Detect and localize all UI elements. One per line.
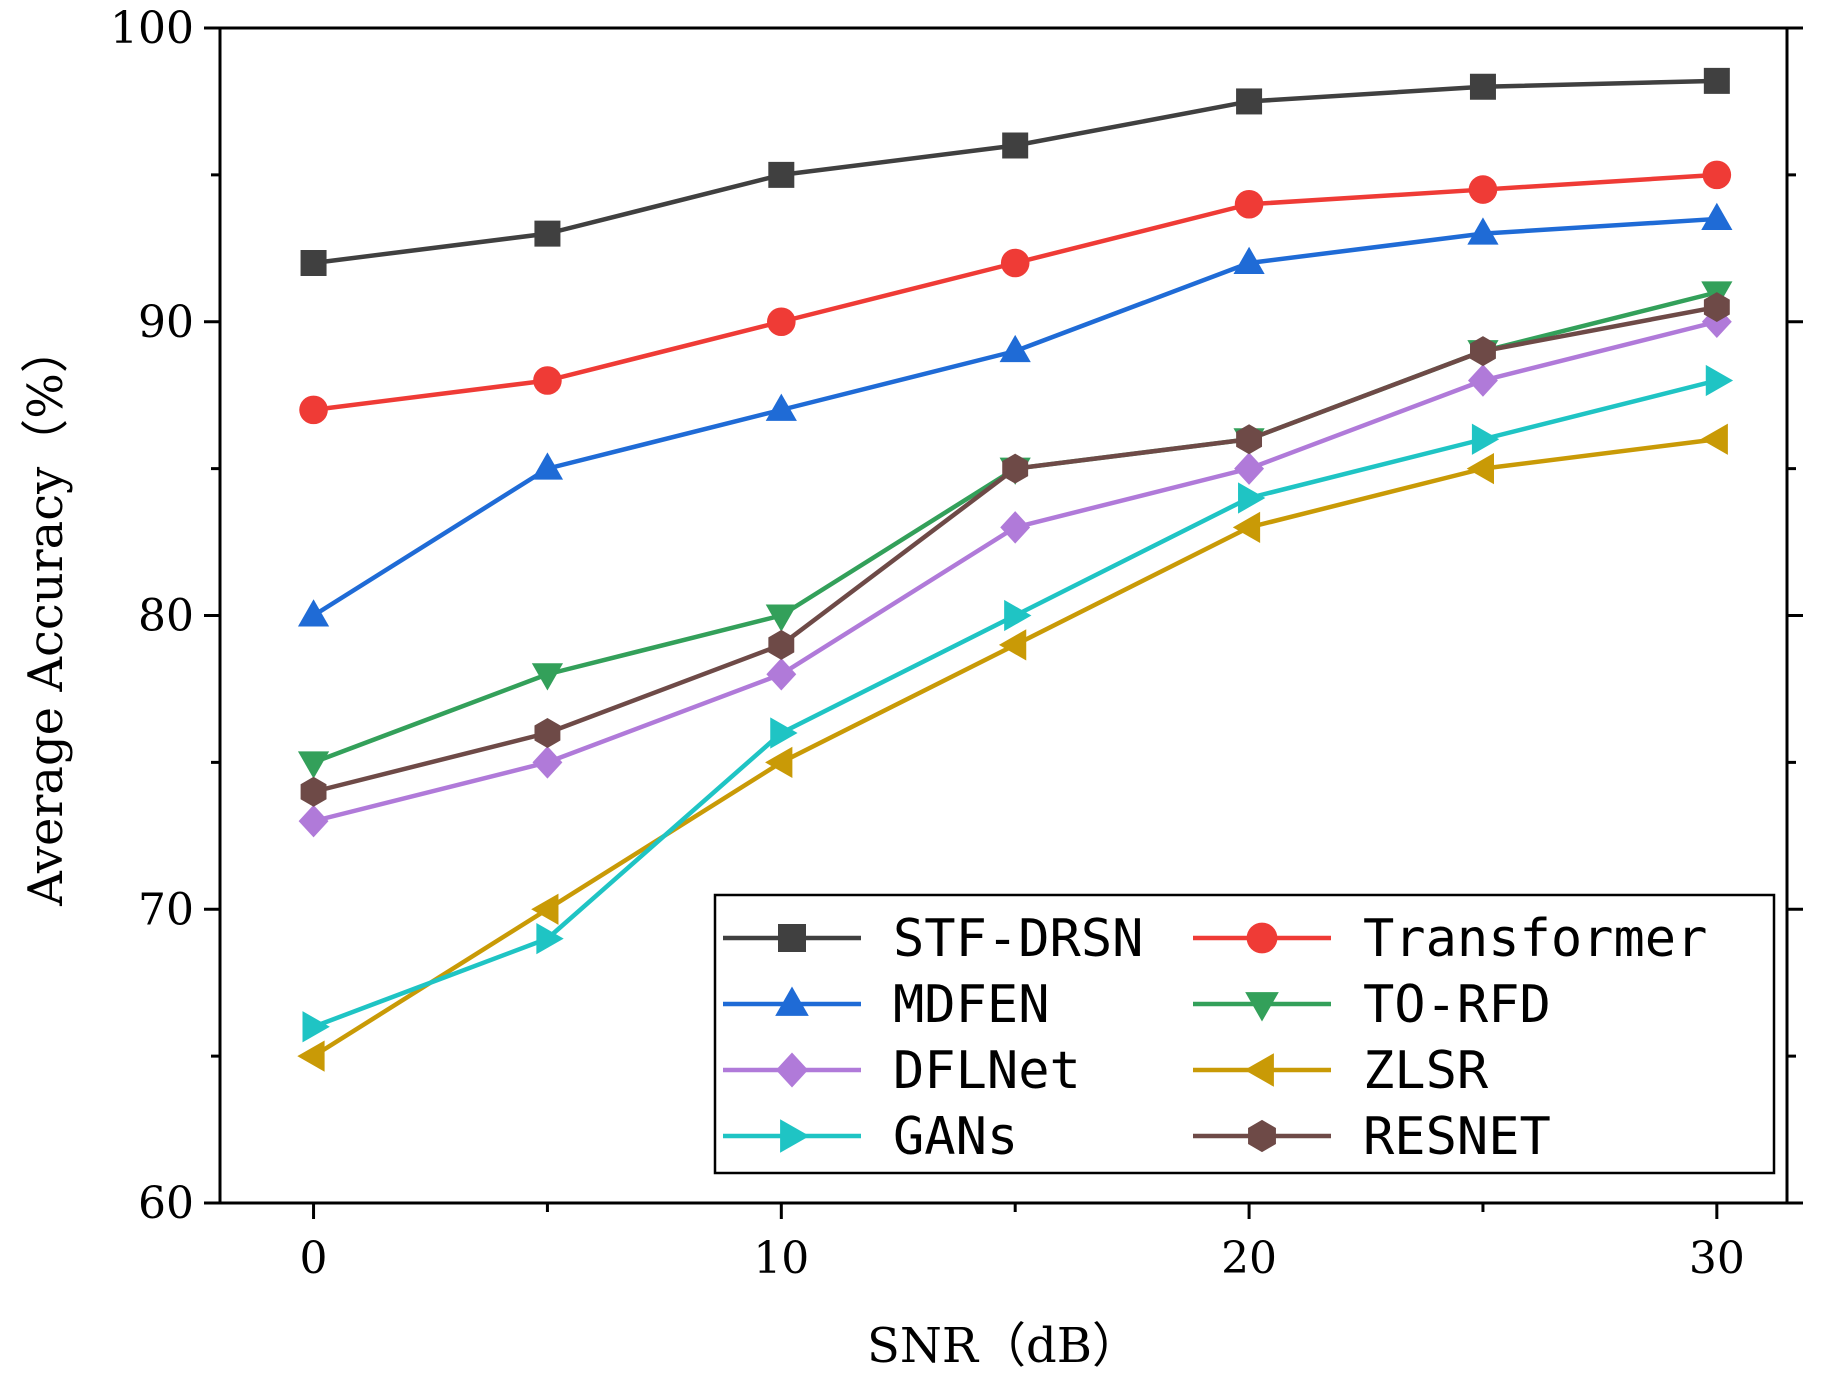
series-layer [297,67,1734,1072]
axis-tick-labels: 0 10 20 30 60 70 80 90 100 [110,3,1745,1284]
data-point-zlsr [998,629,1027,661]
legend-label-gans: GANs [893,1107,1018,1167]
data-point-mdfen [1233,246,1265,275]
data-point-gans [536,923,564,955]
legend-marker-stf-drsn [778,924,806,952]
x-tick-label: 20 [1221,1233,1277,1284]
data-point-mdfen [1467,217,1499,245]
legend-box [713,893,1776,1175]
series-stf-drsn [300,67,1730,276]
legend: STF-DRSN Transformer MDFEN TO-RFD DFLNet ZLSR… [713,893,1776,1175]
data-point-gans [302,1011,330,1043]
legend-marker-dflnet [775,1052,809,1088]
legend-marker-resnet [1248,1119,1276,1153]
legend-item-transformer: Transformer [1193,909,1707,969]
y-tick-label: 80 [138,591,194,642]
series-resnet [300,292,1730,807]
axis-ticks [204,26,1803,1219]
data-point-transformer [299,395,328,425]
y-tick-label: 60 [138,1178,194,1229]
data-point-dflnet [1234,452,1265,485]
legend-item-to-rfd: TO-RFD [1193,975,1551,1035]
legend-marker-zlsr [1244,1053,1274,1087]
data-point-zlsr [531,893,559,925]
data-point-to-rfd [531,663,564,691]
y-tick-label: 90 [138,297,194,348]
data-point-mdfen [765,393,797,421]
legend-label-resnet: RESNET [1363,1107,1551,1167]
legend-marker-mdfen [775,986,809,1016]
data-point-transformer [533,366,562,395]
legend-label-stf-drsn: STF-DRSN [893,909,1143,969]
legend-item-resnet: RESNET [1193,1107,1551,1167]
legend-label-zlsr: ZLSR [1363,1041,1489,1101]
data-point-zlsr [297,1040,325,1072]
legend-label-mdfen: MDFEN [893,975,1050,1035]
data-point-resnet [1703,292,1730,323]
data-point-transformer [767,307,796,337]
x-axis-title: SNR（dB） [867,1318,1140,1374]
data-point-to-rfd [765,604,797,632]
data-point-stf-drsn [1002,132,1029,159]
data-point-transformer [1468,175,1498,204]
data-point-zlsr [1700,423,1728,455]
legend-marker-gans [780,1119,810,1153]
data-point-to-rfd [297,751,330,779]
x-tick-label: 30 [1689,1233,1745,1284]
legend-label-transformer: Transformer [1363,909,1707,969]
data-point-resnet [300,776,327,807]
data-point-dflnet [1468,364,1498,397]
data-point-gans [1705,364,1734,397]
data-point-dflnet [532,746,563,779]
data-point-zlsr [1466,453,1495,485]
legend-item-stf-drsn: STF-DRSN [723,909,1143,969]
x-tick-label: 0 [300,1233,328,1284]
data-point-dflnet [766,658,797,691]
y-tick-label: 100 [110,3,194,54]
data-point-gans [1238,482,1266,514]
legend-marker-to-rfd [1245,992,1279,1022]
data-point-resnet [1002,453,1029,484]
legend-label-dflnet: DFLNet [893,1041,1081,1101]
legend-item-gans: GANs [723,1107,1018,1167]
data-point-resnet [1236,424,1263,455]
data-point-mdfen [297,599,330,627]
legend-item-dflnet: DFLNet [723,1041,1081,1101]
data-point-zlsr [1232,511,1261,543]
data-point-stf-drsn [300,250,327,276]
series-transformer [299,160,1732,425]
data-point-resnet [1470,336,1496,367]
data-point-transformer [1000,248,1030,278]
data-point-mdfen [531,452,564,480]
data-point-dflnet [298,804,329,838]
series-zlsr [297,423,1728,1072]
data-point-stf-drsn [1236,88,1263,115]
data-point-resnet [534,718,561,748]
data-point-gans [1471,423,1500,455]
data-point-transformer [1702,160,1732,190]
legend-label-to-rfd: TO-RFD [1363,975,1551,1035]
y-axis-title: Average Accuracy（%） [18,325,74,907]
data-point-zlsr [765,746,793,778]
legend-item-mdfen: MDFEN [723,975,1050,1035]
y-tick-label: 70 [138,884,194,935]
data-point-resnet [768,629,795,660]
x-tick-label: 10 [753,1233,809,1284]
data-point-gans [1004,599,1032,632]
data-point-transformer [1234,189,1264,219]
legend-item-zlsr: ZLSR [1193,1041,1489,1101]
data-point-stf-drsn [1703,67,1730,94]
legend-marker-transformer [1246,922,1278,954]
data-point-stf-drsn [768,161,795,188]
data-point-stf-drsn [534,220,561,247]
data-point-mdfen [1701,202,1733,230]
data-point-gans [770,717,798,749]
data-point-mdfen [999,334,1031,363]
series-mdfen [297,202,1733,627]
series-gans [302,364,1734,1043]
data-point-stf-drsn [1469,73,1496,100]
data-point-dflnet [1000,511,1031,544]
